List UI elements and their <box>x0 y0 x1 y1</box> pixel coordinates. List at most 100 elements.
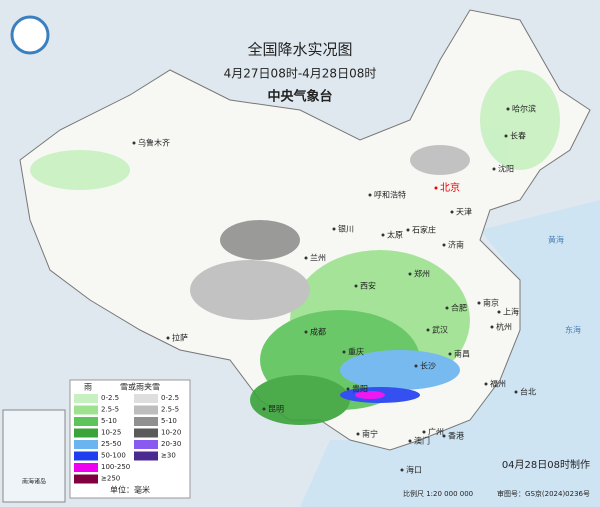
city-dot <box>492 167 496 171</box>
legend-swatch <box>134 440 158 449</box>
inset-label: 南海诸岛 <box>22 478 46 486</box>
city-label: 台北 <box>520 387 536 397</box>
city-dot <box>477 301 481 305</box>
legend-swatch <box>74 451 98 461</box>
city-dot <box>332 227 336 231</box>
city-label: 贵阳 <box>352 384 368 394</box>
city-label: 昆明 <box>268 405 284 414</box>
legend-label: 5-10 <box>101 417 117 425</box>
city-label: 太原 <box>387 230 403 240</box>
made-time: 04月28日08时制作 <box>502 458 590 471</box>
legend-swatch <box>74 474 98 484</box>
city-dot <box>304 256 308 260</box>
city-dot <box>442 434 446 438</box>
city-dot <box>422 430 426 434</box>
city-dot <box>346 387 350 391</box>
city-label: 澳门 <box>414 436 430 446</box>
legend-swatch <box>134 417 158 426</box>
city-label: 石家庄 <box>412 225 436 235</box>
city-label: 兰州 <box>310 253 326 263</box>
city-dot <box>445 306 449 310</box>
city-dot <box>448 352 452 356</box>
city-dot <box>406 228 410 232</box>
legend-label: 10-25 <box>101 429 121 437</box>
city-dot <box>506 107 510 111</box>
city-label: 上海 <box>503 307 519 317</box>
logo <box>10 15 50 55</box>
legend-swatch <box>74 463 98 472</box>
city-dot <box>442 243 446 247</box>
city-label: 南昌 <box>454 349 470 359</box>
city-dot <box>504 134 508 138</box>
city-dot <box>514 390 518 394</box>
city-dot <box>426 328 430 332</box>
city-dot <box>342 350 346 354</box>
city-label: 长沙 <box>420 361 436 371</box>
city-dot <box>368 193 372 197</box>
city-label: 乌鲁木齐 <box>138 138 170 148</box>
city-label: 北京 <box>440 181 460 194</box>
legend-snow-title: 雪或雨夹雪 <box>120 382 160 392</box>
city-label: 重庆 <box>348 347 364 357</box>
sea-label: 黄海 <box>548 235 564 245</box>
legend-label: 2.5-5 <box>101 406 119 414</box>
city-dot <box>450 210 454 214</box>
city-label: 哈尔滨 <box>512 104 536 114</box>
legend-label: 10-20 <box>161 429 181 437</box>
legend-label: 0-2.5 <box>101 394 119 402</box>
city-label: 福州 <box>490 380 506 389</box>
city-dot <box>354 284 358 288</box>
legend-swatch <box>134 428 158 438</box>
legend-swatch <box>74 394 98 403</box>
legend-swatch <box>74 428 98 438</box>
city-label: 南京 <box>483 298 499 308</box>
sea-label: 东海 <box>565 325 581 335</box>
city-label: 银川 <box>338 224 354 234</box>
legend-label: 5-10 <box>161 417 177 425</box>
city-dot <box>434 186 438 190</box>
city-label: 呼和浩特 <box>374 190 406 200</box>
city-label: 沈阳 <box>498 164 514 174</box>
city-label: 杭州 <box>496 322 512 332</box>
city-label: 成都 <box>310 327 326 337</box>
city-label: 南宁 <box>362 429 378 439</box>
city-label: 济南 <box>448 240 464 250</box>
city-label: 武汉 <box>432 325 448 335</box>
city-dot <box>414 364 418 368</box>
legend-unit: 单位：毫米 <box>110 485 150 495</box>
legend-label: 0-2.5 <box>161 394 179 402</box>
city-dot <box>497 310 501 314</box>
legend-label: ≥250 <box>101 475 120 483</box>
city-label: 香港 <box>448 431 464 441</box>
approval: 审图号：GS京(2024)0236号 <box>497 489 590 498</box>
scale: 比例尺 1:20 000 000 <box>403 489 473 498</box>
legend-label: 20-30 <box>161 440 181 448</box>
city-dot <box>408 439 412 443</box>
city-dot <box>400 468 404 472</box>
city-dot <box>304 330 308 334</box>
city-dot <box>356 432 360 436</box>
legend-label: 100-250 <box>101 463 130 471</box>
city-label: 拉萨 <box>172 333 188 343</box>
title: 全国降水实况图 <box>247 41 352 59</box>
city-dot <box>166 336 170 340</box>
city-dot <box>408 272 412 276</box>
inset-box <box>2 409 66 503</box>
city-dot <box>262 407 266 411</box>
city-dot <box>490 325 494 329</box>
legend-swatch <box>134 451 158 461</box>
date-range: 4月27日08时-4月28日08时 <box>224 67 377 81</box>
city-label: 广州 <box>428 427 444 437</box>
city-label: 天津 <box>456 207 472 217</box>
city-label: 郑州 <box>414 269 430 279</box>
legend-label: 50-100 <box>101 452 126 460</box>
precip-areas <box>30 70 560 425</box>
legend-label: 2.5-5 <box>161 406 179 414</box>
city-dot <box>132 141 136 145</box>
legend-swatch <box>74 417 98 426</box>
city-label: 西安 <box>360 281 376 291</box>
legend-swatch <box>74 405 98 415</box>
legend-swatch <box>134 405 158 415</box>
legend-label: 25-50 <box>101 440 121 448</box>
